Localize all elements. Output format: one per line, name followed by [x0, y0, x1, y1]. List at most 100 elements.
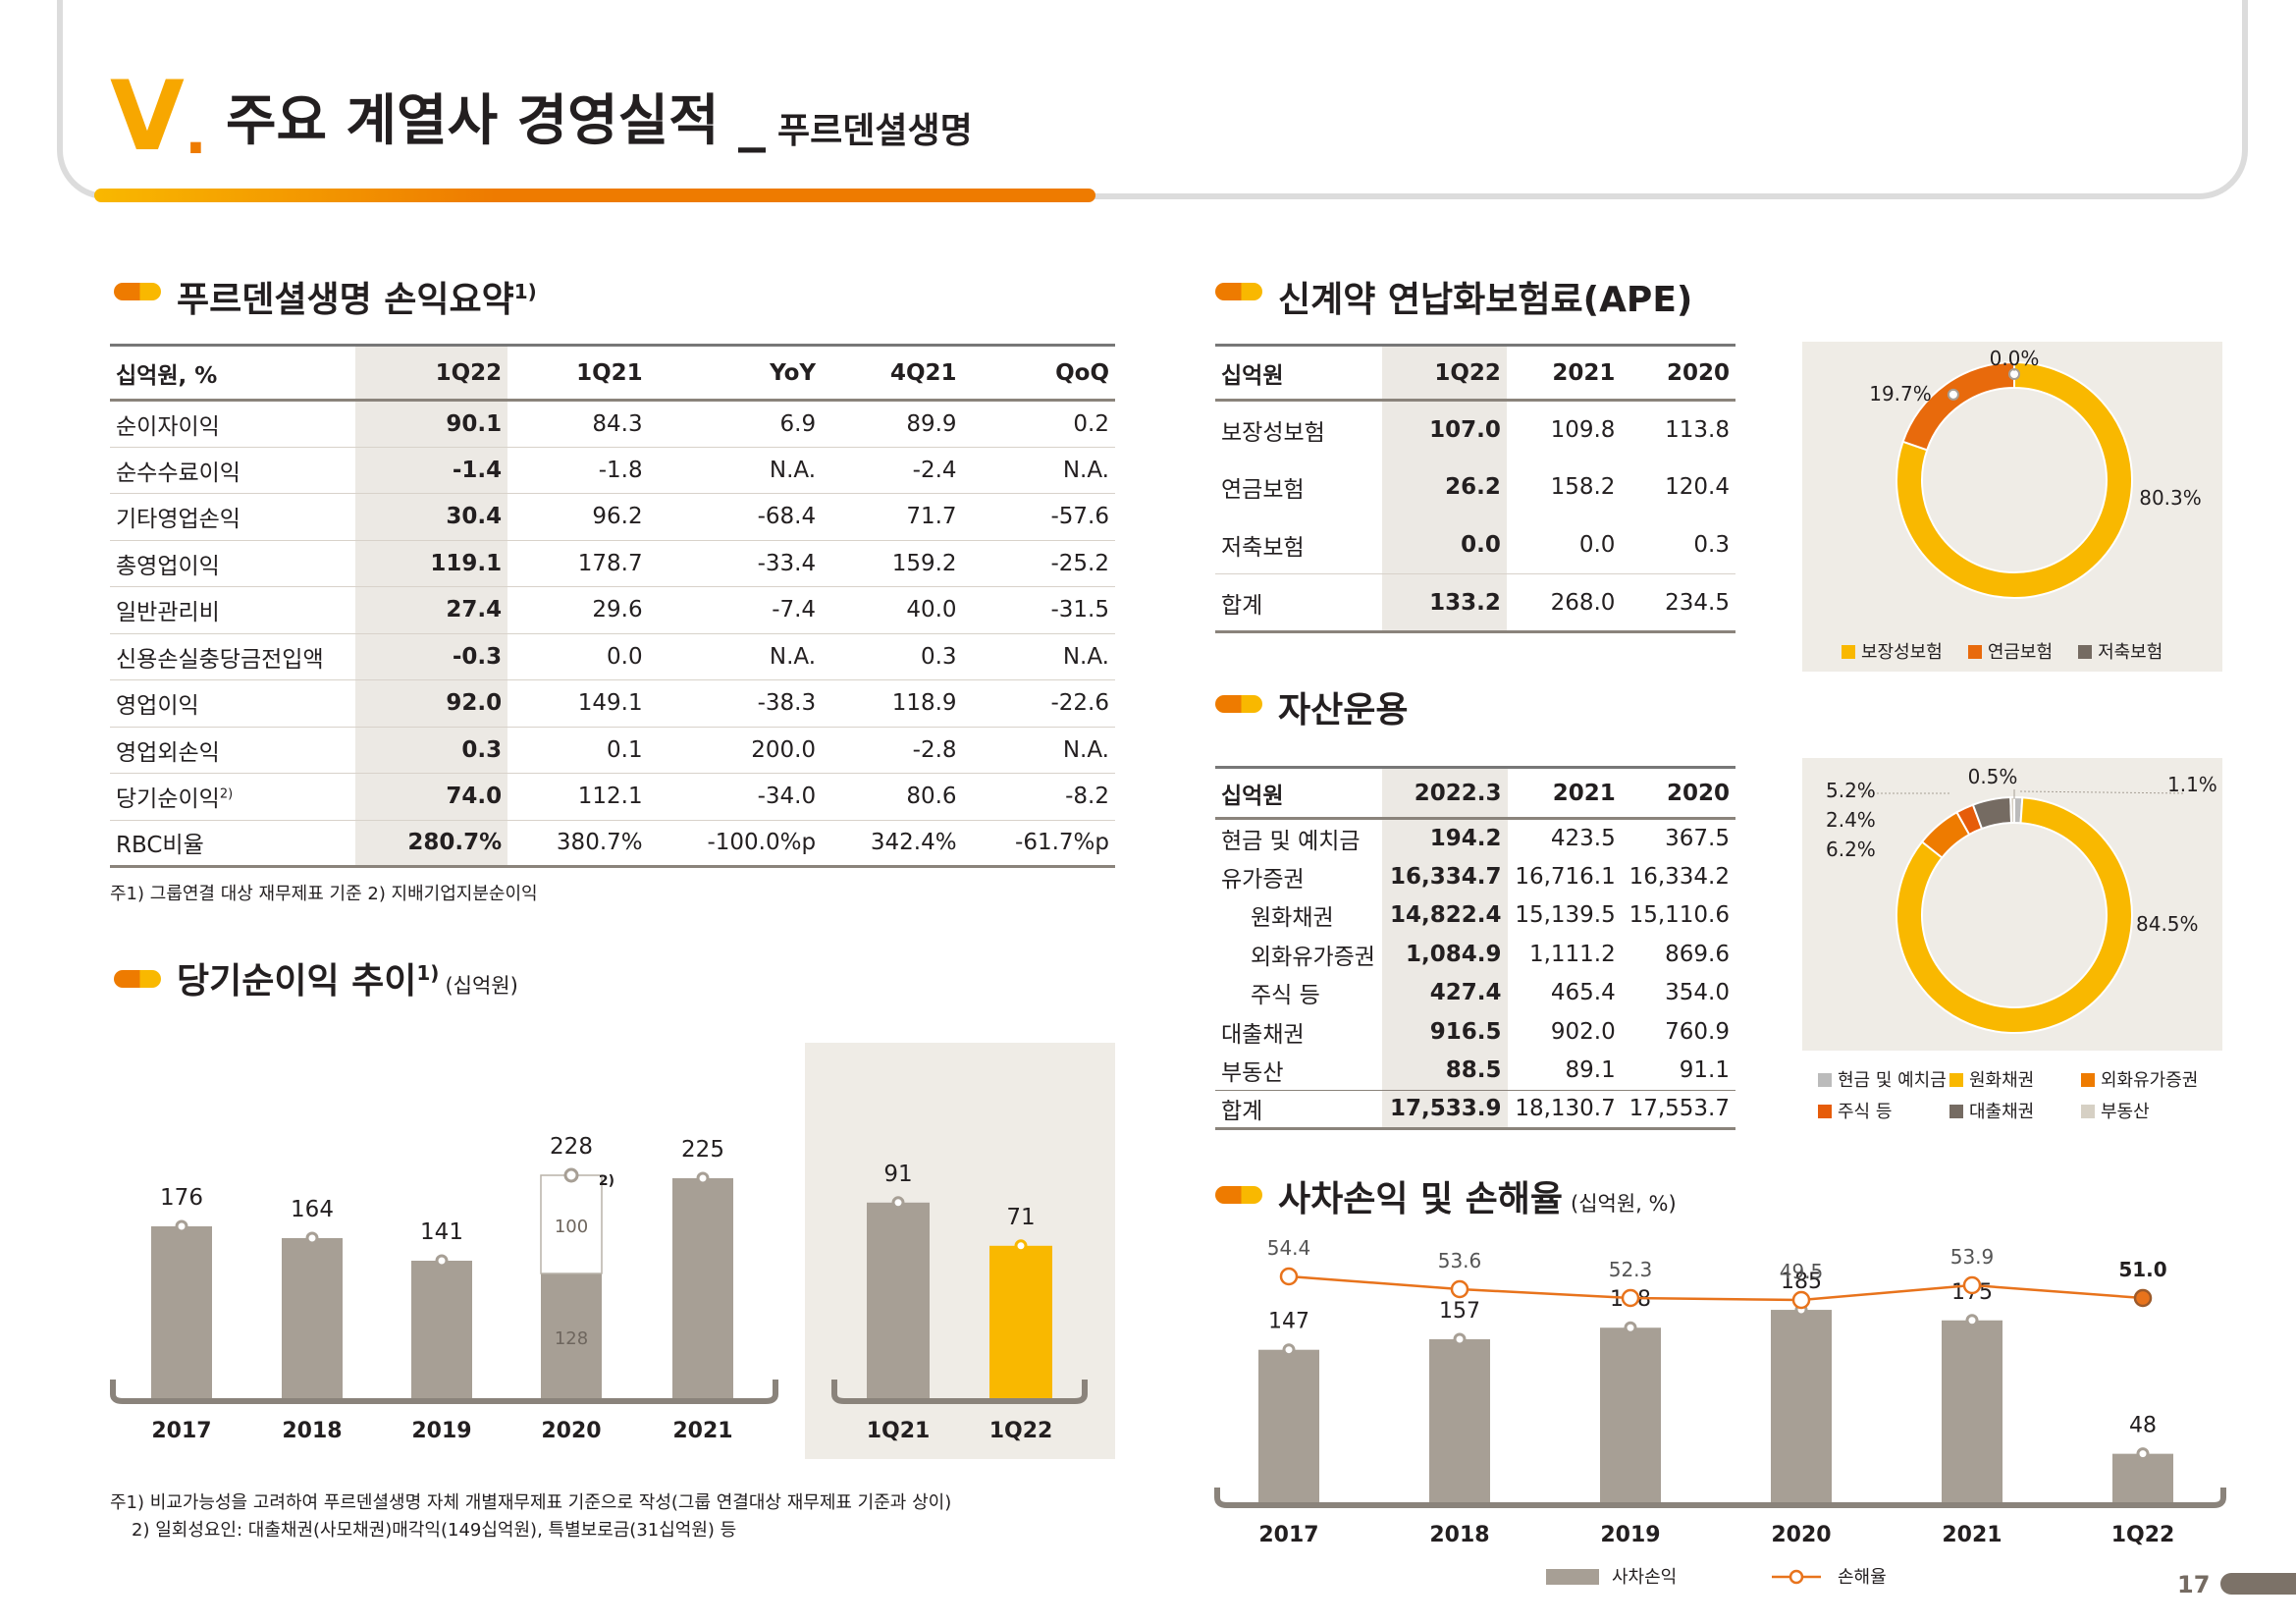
loss-ratio-label: 53.9: [1950, 1245, 1995, 1269]
ni-bar-marker: [305, 1231, 319, 1245]
loss-x-tick-label: 2020: [1771, 1523, 1831, 1547]
loss-bar: [1771, 1310, 1832, 1504]
pl-cell: N.A.: [962, 633, 1115, 680]
loss-bar-marker: [1965, 1314, 1979, 1327]
ni-x-tick-label: 2017: [151, 1419, 211, 1443]
asset-column-header: 2020: [1621, 766, 1735, 820]
asset-row-label: 원화채권: [1251, 905, 1334, 932]
asset-cell: 916.5: [1382, 1012, 1508, 1052]
ni-bar-value-label: 228: [550, 1134, 593, 1160]
pl-footnote: 주1) 그룹연결 대상 재무제표 기준 2) 지배기업지분순이익: [110, 884, 538, 904]
header-roman-numeral: V: [110, 61, 185, 173]
ni-section-title: 당기순이익 추이1)(십억원): [177, 961, 518, 1001]
loss-bar: [1942, 1320, 2002, 1504]
pl-cell: -33.4: [648, 540, 823, 587]
ni-bar-marker: [175, 1219, 188, 1233]
ape-legend-item: 연금보험: [1967, 642, 2054, 663]
ape-cell: 158.2: [1550, 474, 1616, 500]
asset-cell: 367.5: [1665, 826, 1730, 851]
pl-table-row: 신용손실충당금전입액 -0.3 0.0 N.A. 0.3 N.A.: [110, 633, 1115, 680]
asset-cell: 18,130.7: [1507, 1089, 1622, 1130]
pl-row-label: 영업외손익: [110, 727, 355, 774]
ape-column-header: 십억원: [1215, 344, 1382, 402]
ape-pie-panel: [1802, 342, 2222, 672]
pl-cell: 149.1: [507, 679, 649, 728]
ape-legend-label: 연금보험: [1987, 642, 2054, 663]
ape-table-row: 합계 133.2 268.0 234.5: [1215, 573, 1735, 633]
ape-table-row: 보장성보험 107.0 109.8 113.8: [1215, 400, 1735, 459]
asset-cell: 14,822.4: [1382, 895, 1508, 935]
asset-legend-item: 현금 및 예치금: [1818, 1066, 1949, 1092]
loss-x-tick-label: 2021: [1942, 1523, 2002, 1547]
ni-quarter-panel: [805, 1043, 1115, 1459]
asset-row-label: 외화유가증권: [1251, 944, 1375, 970]
loss-ratio-point: [1791, 1290, 1811, 1310]
pl-cell: 178.7: [507, 540, 649, 587]
pl-cell: 280.7%: [355, 820, 508, 868]
ape-cell: 109.8: [1550, 416, 1616, 443]
asset-row-label: 합계: [1215, 1089, 1382, 1130]
asset-table-row: 주식 등 427.4 465.4 354.0: [1215, 973, 1735, 1012]
pl-cell: 89.9: [822, 400, 963, 448]
ape-pie-marker: [1947, 388, 1959, 401]
ape-column-header: 2021: [1506, 344, 1622, 402]
ni-bar: [151, 1226, 212, 1399]
legend-swatch-icon: [1967, 645, 1982, 659]
asset-row-label: 주식 등: [1251, 983, 1320, 1009]
pl-row-label-text: 총영업이익: [116, 553, 220, 579]
ape-cell: 0.0: [1506, 515, 1622, 574]
ni-quarter-axis-base: [831, 1380, 1088, 1404]
pl-cell: 71.7: [822, 493, 963, 541]
ape-cell: 26.2: [1382, 458, 1507, 516]
section-bullet-icon: [114, 283, 161, 300]
asset-legend-item: 외화유가증권: [2081, 1066, 2213, 1092]
ni-bar-value-label: 225: [681, 1137, 724, 1163]
loss-x-tick-label: 2019: [1600, 1523, 1660, 1547]
pl-cell: 112.1: [507, 773, 649, 821]
asset-table-row: 현금 및 예치금 194.2 423.5 367.5: [1215, 818, 1735, 857]
ape-legend-label: 저축보험: [2098, 642, 2163, 663]
loss-ratio-point: [1962, 1275, 1982, 1295]
pl-row-label: 일반관리비: [110, 586, 355, 634]
loss-ratio-line: [1288, 1274, 2144, 1302]
loss-chart: 14720171572018168201918520201752021481Q2…: [1214, 1236, 2226, 1588]
loss-axis-base: [1214, 1488, 2226, 1508]
pl-cell: N.A.: [962, 727, 1115, 774]
ni-bar: [672, 1178, 733, 1399]
asset-column-header: 십억원: [1215, 766, 1382, 820]
asset-pie-label: 6.2%: [1826, 838, 1876, 861]
pl-cell: 0.2: [962, 400, 1115, 448]
pl-cell: -1.4: [355, 447, 508, 494]
ape-cell: 234.5: [1621, 573, 1735, 633]
asset-row-label: 유가증권: [1221, 866, 1305, 893]
asset-cell: 465.4: [1550, 980, 1616, 1006]
pl-cell: 80.6: [822, 773, 963, 821]
ape-pie-slice: [1896, 360, 2133, 599]
asset-cell: 194.2: [1382, 818, 1508, 857]
page-title: 주요 계열사 경영실적: [226, 89, 720, 153]
pl-table-row: 순수수료이익 -1.4 -1.8 N.A. -2.4 N.A.: [110, 447, 1115, 494]
pl-cell: 92.0: [355, 679, 508, 728]
pl-table-row: 영업이익 92.0 149.1 -38.3 118.9 -22.6: [110, 679, 1115, 728]
pl-column-header: 십억원, %: [110, 344, 355, 402]
asset-legend-label: 부동산: [2101, 1102, 2150, 1122]
pl-row-label: 신용손실충당금전입액: [110, 633, 355, 680]
ape-legend-item: 저축보험: [2078, 642, 2163, 663]
pl-cell: 96.2: [507, 493, 649, 541]
pl-cell: -7.4: [648, 586, 823, 634]
pl-cell: 118.9: [822, 679, 963, 728]
pl-table-row: 영업외손익 0.3 0.1 200.0 -2.8 N.A.: [110, 727, 1115, 774]
loss-ratio-label: 54.4: [1267, 1236, 1311, 1260]
pl-row-label: 기타영업손익: [110, 493, 355, 541]
pl-cell: 0.3: [822, 633, 963, 680]
legend-swatch-icon: [1842, 645, 1855, 659]
asset-cell: 91.1: [1679, 1057, 1730, 1083]
section-bullet-icon: [1215, 1186, 1262, 1204]
ni-footnote-1: 주1) 비교가능성을 고려하여 푸르덴셜생명 자체 개별재무제표 기준으로 작성…: [110, 1492, 952, 1513]
asset-table-row: 대출채권 916.5 902.0 760.9: [1215, 1012, 1735, 1052]
pl-cell: -38.3: [648, 679, 823, 728]
ni-x-tick-label: 2021: [672, 1419, 732, 1443]
legend-swatch-icon: [1818, 1105, 1832, 1118]
ape-cell: 113.8: [1665, 416, 1730, 443]
ni-bar-marker: [891, 1196, 905, 1210]
